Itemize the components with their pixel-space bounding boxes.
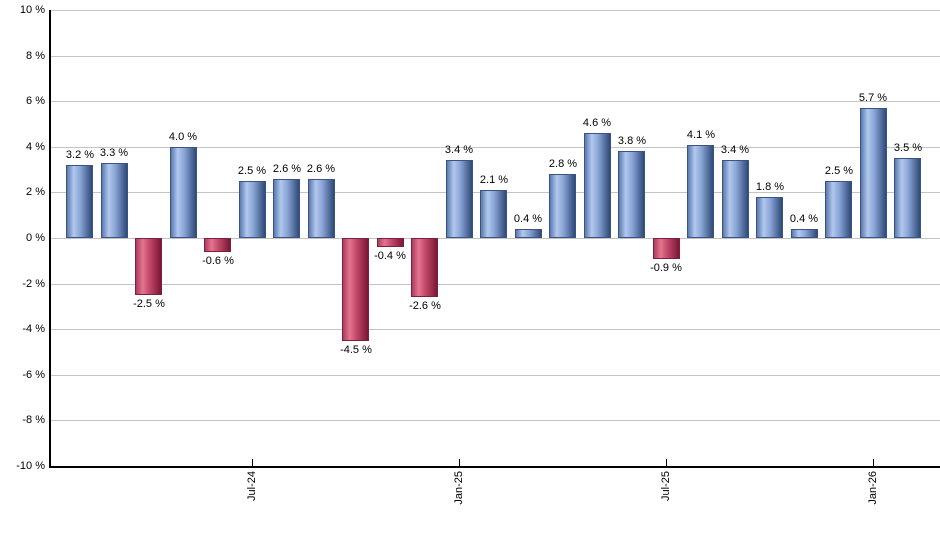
positive-return-bar xyxy=(446,160,473,238)
negative-return-bar xyxy=(411,238,438,297)
positive-return-bar xyxy=(618,151,645,238)
positive-return-bar xyxy=(549,174,576,238)
y-gridline xyxy=(50,101,940,102)
x-axis-tick xyxy=(873,459,874,466)
positive-return-bar xyxy=(170,147,197,238)
bar-value-label: -0.6 % xyxy=(202,255,234,267)
positive-return-bar xyxy=(584,133,611,238)
y-axis-tick-label: -10 % xyxy=(16,460,45,472)
y-axis-tick-label: 8 % xyxy=(26,50,45,62)
positive-return-bar xyxy=(687,145,714,238)
y-axis-tick-label: 6 % xyxy=(26,95,45,107)
y-gridline xyxy=(50,10,940,11)
y-axis-tick-label: 4 % xyxy=(26,141,45,153)
positive-return-bar xyxy=(101,163,128,238)
y-axis-tick-label: -6 % xyxy=(22,369,45,381)
bar-value-label: 3.5 % xyxy=(893,142,923,154)
y-axis-line xyxy=(49,10,51,468)
y-axis-tick-label: 10 % xyxy=(19,4,45,16)
bar-value-label: -0.4 % xyxy=(374,250,406,262)
x-axis-tick-label: Jan-25 xyxy=(453,471,465,505)
bar-value-label: 0.4 % xyxy=(513,213,543,225)
y-gridline xyxy=(50,238,940,239)
bar-value-label: 4.0 % xyxy=(168,131,198,143)
x-axis-line xyxy=(49,466,940,468)
positive-return-bar xyxy=(480,190,507,238)
y-gridline xyxy=(50,147,940,148)
y-axis-tick-label: 2 % xyxy=(26,186,45,198)
y-gridline xyxy=(50,375,940,376)
bar-value-label: -0.9 % xyxy=(650,262,682,274)
bar-value-label: 2.5 % xyxy=(824,165,854,177)
y-gridline xyxy=(50,56,940,57)
bar-value-label: 1.8 % xyxy=(755,181,785,193)
y-axis-tick-label: -8 % xyxy=(22,414,45,426)
negative-return-bar xyxy=(342,238,369,341)
y-gridline xyxy=(50,420,940,421)
bar-value-label: 2.6 % xyxy=(272,163,302,175)
bar-value-label: 3.4 % xyxy=(720,144,750,156)
x-axis-tick-label: Jan-26 xyxy=(867,471,879,505)
positive-return-bar xyxy=(308,179,335,238)
x-axis-tick xyxy=(252,459,253,466)
positive-return-bar xyxy=(239,181,266,238)
bar-value-label: 2.5 % xyxy=(237,165,267,177)
bar-value-label: 3.4 % xyxy=(444,144,474,156)
x-axis-tick-label: Jul-24 xyxy=(246,471,258,501)
positive-return-bar xyxy=(860,108,887,238)
positive-return-bar xyxy=(894,158,921,238)
bar-value-label: 2.1 % xyxy=(479,174,509,186)
positive-return-bar xyxy=(756,197,783,238)
bar-value-label: 3.3 % xyxy=(99,147,129,159)
y-gridline xyxy=(50,329,940,330)
negative-return-bar xyxy=(204,238,231,252)
x-axis-tick xyxy=(459,459,460,466)
x-axis-tick-label: Jul-25 xyxy=(660,471,672,501)
bar-value-label: 2.6 % xyxy=(306,163,336,175)
y-axis-tick-label: 0 % xyxy=(26,232,45,244)
bar-value-label: 4.6 % xyxy=(582,117,612,129)
bar-value-label: -4.5 % xyxy=(340,344,372,356)
negative-return-bar xyxy=(135,238,162,295)
positive-return-bar xyxy=(515,229,542,238)
bar-value-label: 3.8 % xyxy=(617,135,647,147)
positive-return-bar xyxy=(273,179,300,238)
bar-value-label: 4.1 % xyxy=(686,129,716,141)
y-axis-tick-label: -4 % xyxy=(22,323,45,335)
y-axis-tick-label: -2 % xyxy=(22,278,45,290)
positive-return-bar xyxy=(825,181,852,238)
bar-value-label: 5.7 % xyxy=(858,92,888,104)
y-gridline xyxy=(50,284,940,285)
x-axis-tick xyxy=(666,459,667,466)
negative-return-bar xyxy=(377,238,404,247)
positive-return-bar xyxy=(66,165,93,238)
negative-return-bar xyxy=(653,238,680,259)
positive-return-bar xyxy=(791,229,818,238)
bar-value-label: -2.6 % xyxy=(409,300,441,312)
bar-value-label: 2.8 % xyxy=(548,158,578,170)
positive-return-bar xyxy=(722,160,749,238)
bar-value-label: 3.2 % xyxy=(65,149,95,161)
bar-value-label: 0.4 % xyxy=(789,213,819,225)
bar-value-label: -2.5 % xyxy=(133,298,165,310)
